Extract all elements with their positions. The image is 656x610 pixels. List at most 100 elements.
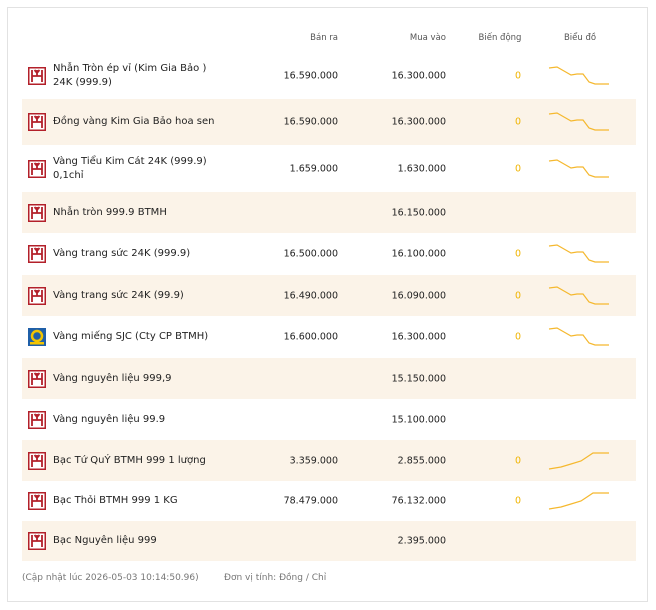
- table-row: Vàng miếng SJC (Cty CP BTMH) 16.600.000 16…: [22, 316, 636, 358]
- col-chart: Biểu đồ: [563, 33, 597, 43]
- product-icon: [28, 245, 46, 263]
- sell-price: 78.479.000: [283, 495, 338, 507]
- sparkline-line: [548, 451, 609, 470]
- price-change: 0: [514, 331, 522, 343]
- product-name: Vàng miếng SJC (Cty CP BTMH): [53, 331, 209, 342]
- table-row: Đồng vàng Kim Gia Bảo hoa sen 16.590.000 1…: [22, 99, 636, 145]
- sparkline-line: [548, 65, 609, 85]
- col-buy: Mua vào: [409, 33, 446, 43]
- table-row: Vàng trang sức 24K (99.9) 16.490.000 16.09…: [22, 275, 636, 316]
- product-icon: [28, 159, 46, 178]
- buy-price: 16.100.000: [391, 248, 446, 260]
- buy-price: 76.132.000: [391, 495, 446, 507]
- buy-price: 16.300.000: [391, 70, 446, 81]
- sell-price: 1.659.000: [289, 163, 338, 174]
- sell-price: 16.600.000: [283, 331, 338, 343]
- product-name: Bạc Tứ QuÝ BTMH 999 1 lượng: [53, 454, 206, 466]
- price-change: 0: [514, 248, 522, 260]
- price-change: 0: [514, 455, 522, 466]
- table-row: Vàng Tiểu Kim Cát 24K (999.9) 0,1chỉ 1.65…: [22, 145, 636, 192]
- icon-glyph: [31, 115, 43, 128]
- sell-price: 16.590.000: [283, 116, 338, 128]
- product-icon: [28, 113, 46, 131]
- sparkline: [548, 327, 609, 346]
- icon-glyph: [31, 205, 43, 219]
- product-name: Vàng Tiểu Kim Cát 24K (999.9) 0,1chỉ: [53, 155, 207, 181]
- product-icon: [28, 492, 46, 510]
- sparkline: [548, 65, 609, 85]
- table-row: Vàng trang sức 24K (999.9) 16.500.000 16.1…: [22, 233, 636, 275]
- price-change: 0: [514, 163, 522, 174]
- sparkline: [548, 112, 609, 131]
- updated-time: (Cập nhật lúc 2026-05-03 10:14:50.96): [22, 573, 199, 583]
- icon-glyph: [31, 453, 43, 467]
- sparkline: [548, 451, 609, 470]
- table-row: Nhẫn tròn 999.9 BTMH 16.150.000: [22, 192, 636, 233]
- table-row: Vàng nguyên liệu 99.9 15.100.000: [22, 399, 636, 440]
- sparkline-line: [548, 244, 609, 263]
- product-icon: [28, 328, 46, 346]
- product-icon: [28, 66, 46, 85]
- icon-bar: [30, 342, 44, 345]
- price-card: [7, 7, 648, 602]
- icon-glyph: [31, 494, 43, 507]
- table-row: Nhẫn Tròn ép vỉ (Kim Gia Bảo ) 24K (999.…: [22, 52, 636, 99]
- icon-glyph: [31, 371, 43, 385]
- icon-glyph: [31, 161, 43, 175]
- sparkline: [548, 158, 609, 178]
- price-change: 0: [514, 116, 522, 128]
- price-change: 0: [514, 495, 522, 507]
- icon-glyph: [31, 247, 43, 260]
- product-name: Bạc Nguyên liệu 999: [53, 535, 157, 546]
- icon-glyph: [31, 534, 43, 547]
- product-icon: [28, 410, 46, 429]
- product-icon: [28, 203, 46, 222]
- buy-price: 2.395.000: [397, 535, 446, 547]
- table-row: Bạc Nguyên liệu 999 2.395.000: [22, 521, 636, 561]
- col-sell: Bán ra: [310, 33, 338, 43]
- buy-price: 15.150.000: [391, 373, 446, 384]
- col-change: Biến động: [478, 33, 522, 43]
- sell-price: 16.590.000: [283, 70, 338, 81]
- product-name: Vàng nguyên liệu 999,9: [53, 372, 172, 384]
- icon-glyph: [31, 412, 43, 426]
- buy-price: 1.630.000: [397, 163, 446, 174]
- product-name: Đồng vàng Kim Gia Bảo hoa sen: [53, 116, 215, 127]
- buy-price: 16.090.000: [391, 290, 446, 301]
- table-row: Bạc Tứ QuÝ BTMH 999 1 lượng 3.359.000 2.85…: [22, 440, 636, 481]
- sparkline-line: [548, 285, 609, 305]
- buy-price: 15.100.000: [391, 414, 446, 425]
- table-row: Vàng nguyên liệu 999,9 15.150.000: [22, 358, 636, 399]
- sparkline-line: [548, 492, 609, 510]
- buy-price: 2.855.000: [397, 455, 446, 466]
- sparkline-line: [548, 112, 609, 131]
- buy-price: 16.300.000: [391, 116, 446, 128]
- sparkline-line: [548, 158, 609, 178]
- price-change: 0: [514, 290, 522, 301]
- icon-glyph: [31, 288, 43, 302]
- product-icon: [28, 532, 46, 550]
- buy-price: 16.300.000: [391, 331, 446, 343]
- unit: Đơn vị tính: Đồng / Chỉ: [224, 573, 327, 583]
- product-name: Nhẫn tròn 999.9 BTMH: [53, 206, 167, 218]
- sparkline: [548, 492, 609, 510]
- icon-glyph: [31, 68, 43, 82]
- sell-price: 16.500.000: [283, 248, 338, 260]
- sparkline-line: [548, 327, 609, 346]
- price-change: 0: [514, 70, 522, 81]
- buy-price: 16.150.000: [391, 207, 446, 218]
- product-icon: [28, 286, 46, 305]
- product-name: Vàng trang sức 24K (999.9): [53, 248, 191, 259]
- sell-price: 3.359.000: [289, 455, 338, 466]
- product-icon: [28, 451, 46, 470]
- sparkline: [548, 244, 609, 263]
- product-name: Nhẫn Tròn ép vỉ (Kim Gia Bảo ) 24K (999.…: [53, 62, 207, 88]
- product-icon: [28, 369, 46, 388]
- product-name: Vàng nguyên liệu 99.9: [53, 413, 166, 425]
- icon-ring: [30, 329, 44, 343]
- table-row: Bạc Thỏi BTMH 999 1 KG 78.479.000 76.132.0…: [22, 481, 636, 521]
- product-name: Bạc Thỏi BTMH 999 1 KG: [53, 495, 178, 506]
- sell-price: 16.490.000: [283, 290, 338, 301]
- product-name: Vàng trang sức 24K (99.9): [53, 289, 184, 301]
- sparkline: [548, 285, 609, 305]
